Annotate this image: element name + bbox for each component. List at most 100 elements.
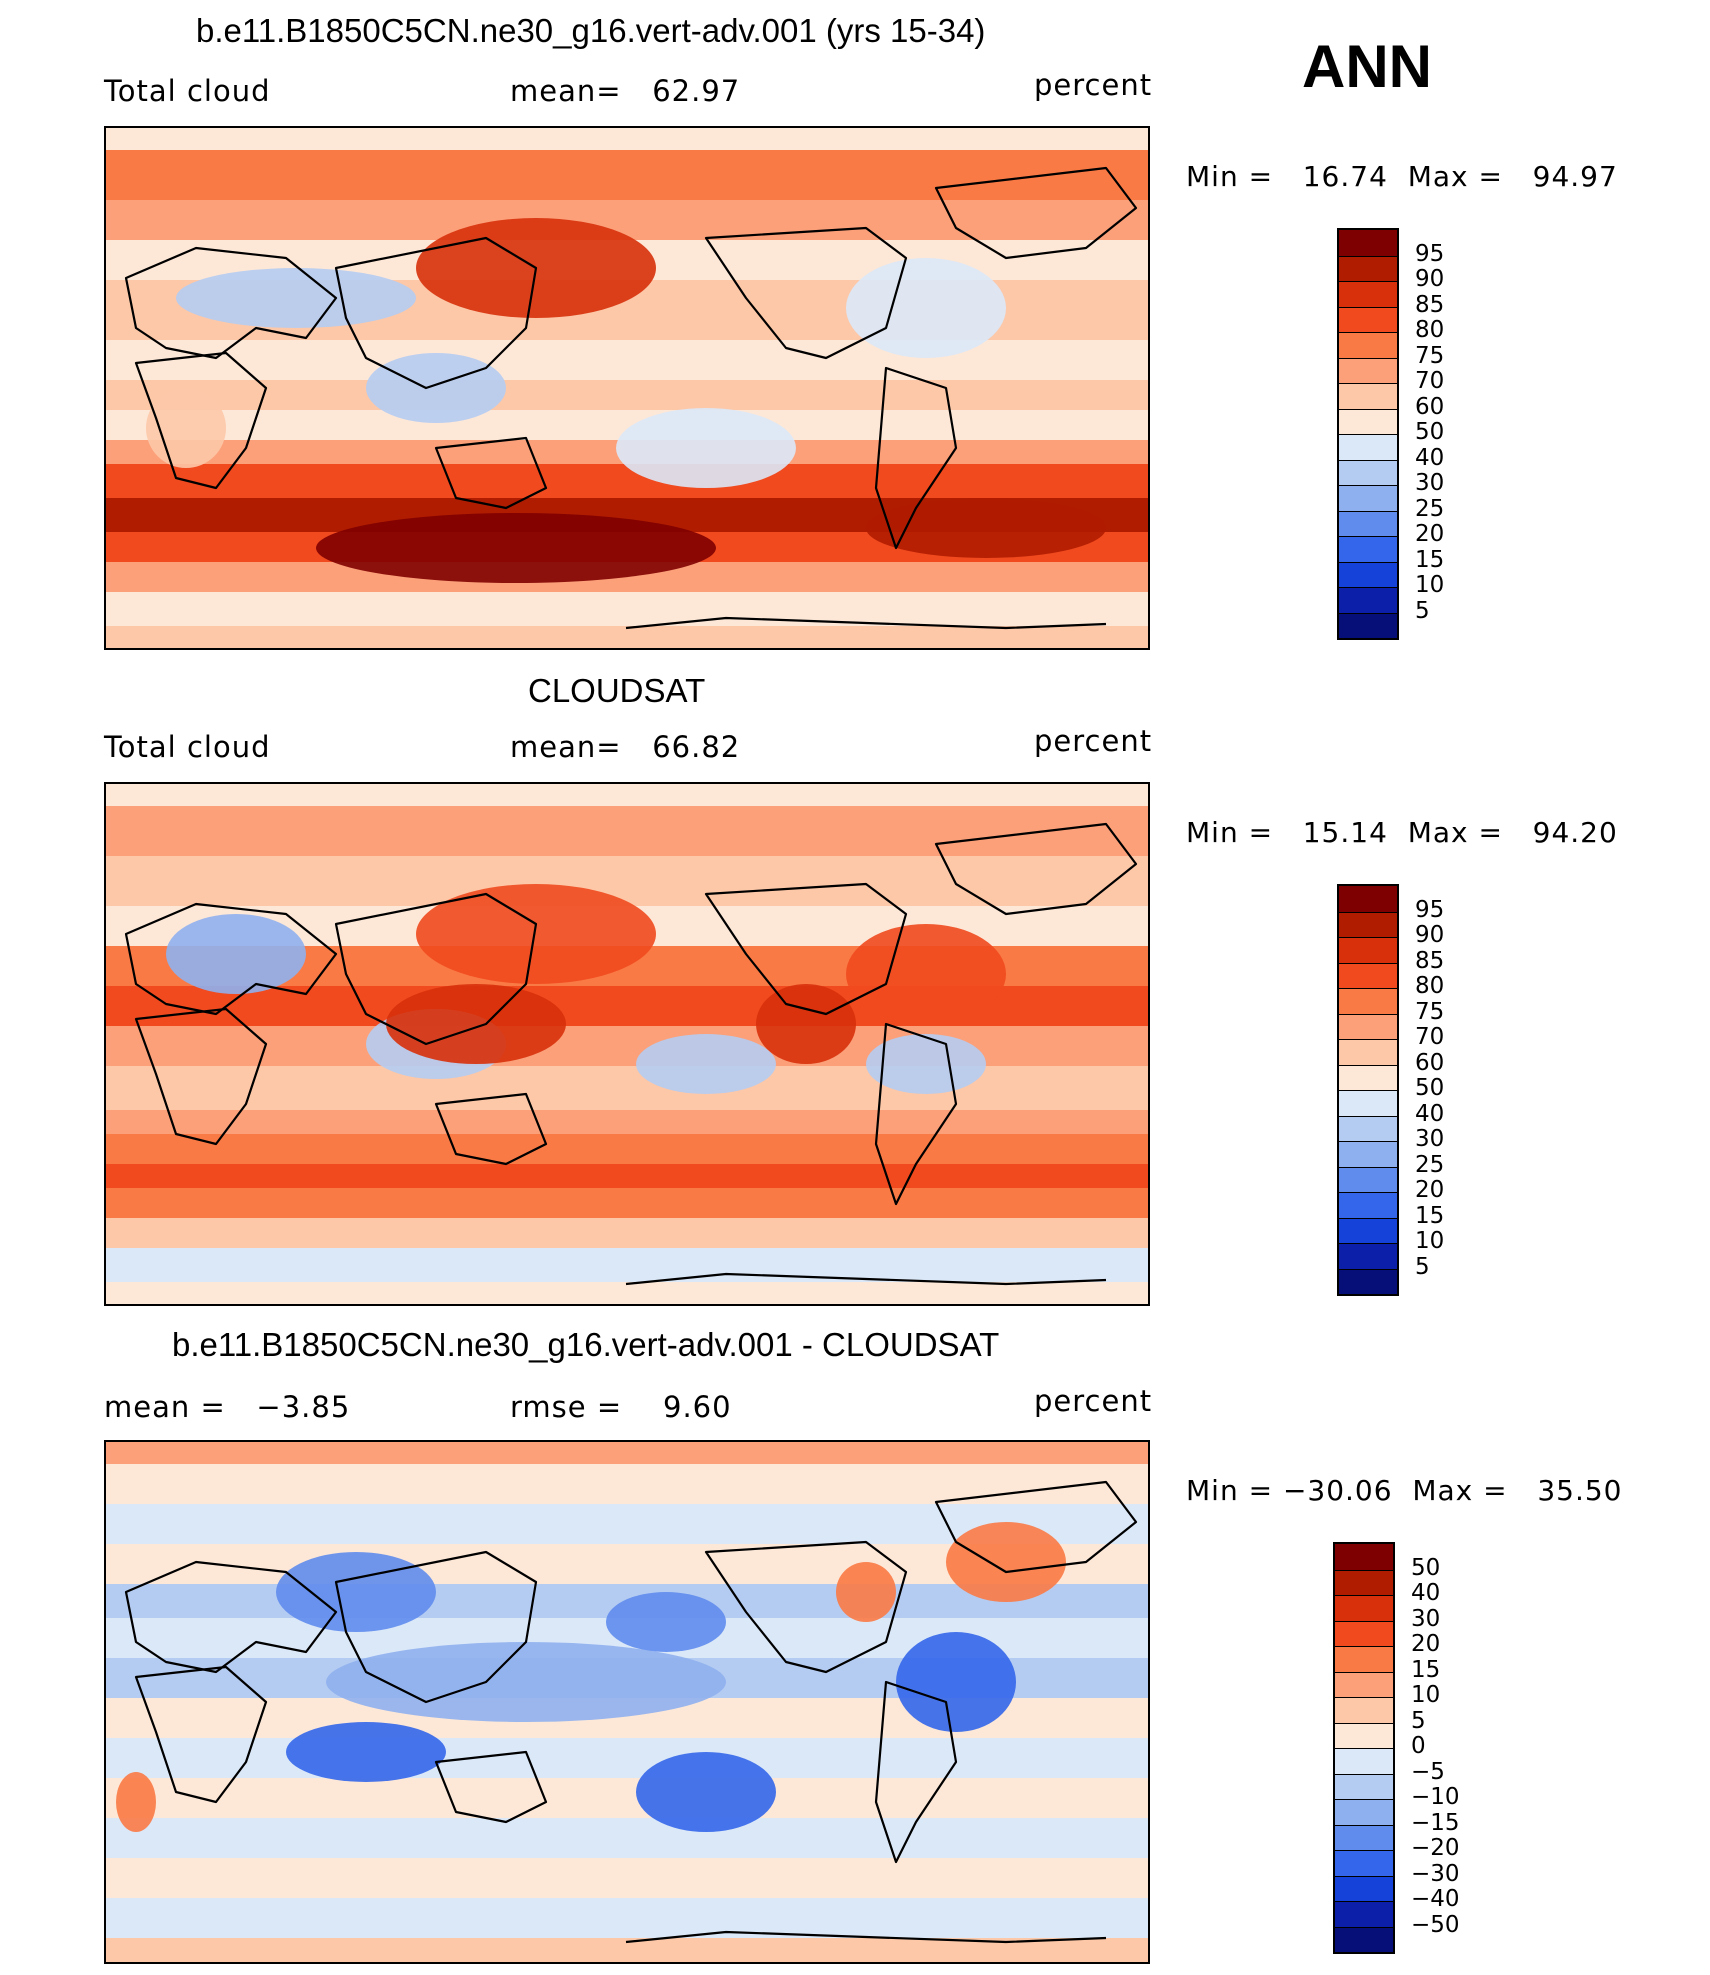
- colorbar-swatch: [1335, 1671, 1393, 1697]
- field-band: [106, 1066, 1148, 1110]
- field-anomaly: [606, 1592, 726, 1652]
- colorbar-tick-label: 0: [1411, 1733, 1426, 1759]
- field-band: [106, 856, 1148, 906]
- coastline: [874, 1680, 958, 1864]
- field-band: [106, 1218, 1148, 1248]
- field-anomaly: [756, 984, 856, 1064]
- field-anomaly: [386, 984, 566, 1064]
- field-anomaly: [846, 258, 1006, 358]
- panel2-title: CLOUDSAT: [528, 672, 706, 709]
- colorbar-tick-label: 25: [1415, 495, 1445, 522]
- coastline: [434, 1092, 548, 1166]
- coastline: [934, 1480, 1138, 1574]
- coastline: [625, 1272, 1107, 1286]
- field-band: [106, 626, 1148, 648]
- season-label: ANN: [1302, 33, 1432, 100]
- colorbar-tick-label: 80: [1415, 317, 1445, 343]
- colorbar-tick-label: 70: [1415, 368, 1445, 394]
- panel1-units: percent: [1034, 68, 1153, 102]
- colorbar-swatch: [1335, 1850, 1393, 1876]
- field-band: [106, 380, 1148, 410]
- coastline: [134, 351, 268, 490]
- colorbar-swatch: [1335, 1824, 1393, 1850]
- colorbar-tick-label: 5: [1415, 597, 1430, 624]
- field-band: [106, 1818, 1148, 1858]
- field-anomaly: [146, 388, 226, 468]
- colorbar-swatch: [1339, 357, 1397, 383]
- colorbar-tick-label: 5: [1415, 1253, 1430, 1280]
- colorbar-swatch: [1339, 1064, 1397, 1090]
- colorbar-swatch: [1335, 1926, 1393, 1952]
- field-band: [106, 592, 1148, 626]
- colorbar-tick-label: 15: [1415, 1202, 1445, 1229]
- field-anomaly: [946, 1522, 1066, 1602]
- panel2-colorbar: [1337, 884, 1399, 1296]
- panel1-colorbar: [1337, 228, 1399, 640]
- colorbar-swatch: [1339, 1115, 1397, 1141]
- field-anomaly: [836, 1562, 896, 1622]
- colorbar-tick-label: 40: [1411, 1580, 1441, 1606]
- field-anomaly: [896, 1632, 1016, 1732]
- colorbar-swatch: [1335, 1595, 1393, 1621]
- colorbar-tick-label: 30: [1411, 1605, 1441, 1632]
- field-band: [106, 1110, 1148, 1134]
- colorbar-swatch: [1339, 911, 1397, 937]
- coastline: [934, 166, 1138, 260]
- colorbar-tick-label: 20: [1411, 1631, 1441, 1657]
- field-band: [106, 1282, 1148, 1304]
- field-anomaly: [176, 268, 416, 328]
- colorbar-swatch: [1339, 383, 1397, 409]
- panel3-rmse: rmse = 9.60: [510, 1390, 732, 1424]
- field-band: [106, 806, 1148, 856]
- colorbar-swatch: [1339, 459, 1397, 485]
- panel1-map-field: [106, 128, 1148, 648]
- colorbar-swatch: [1339, 230, 1397, 256]
- colorbar-tick-label: 15: [1411, 1656, 1441, 1683]
- colorbar-tick-label: −10: [1411, 1784, 1460, 1810]
- colorbar-swatch: [1339, 510, 1397, 536]
- colorbar-swatch: [1339, 561, 1397, 587]
- colorbar-tick-label: 10: [1415, 1228, 1445, 1254]
- panel3-map-field: [106, 1442, 1148, 1962]
- coastline: [434, 1750, 548, 1824]
- coastline: [874, 1022, 958, 1206]
- field-band: [106, 1026, 1148, 1066]
- field-band: [106, 200, 1148, 240]
- field-anomaly: [286, 1722, 446, 1782]
- coastline: [334, 892, 538, 1046]
- colorbar-swatch: [1339, 1039, 1397, 1065]
- colorbar-tick-label: 90: [1415, 266, 1445, 292]
- colorbar-tick-label: −30: [1411, 1860, 1460, 1887]
- colorbar-swatch: [1339, 886, 1397, 912]
- panel1-map: [104, 126, 1150, 650]
- colorbar-tick-label: 80: [1415, 973, 1445, 999]
- colorbar-tick-label: 70: [1415, 1024, 1445, 1050]
- colorbar-swatch: [1339, 281, 1397, 307]
- colorbar-swatch: [1339, 1243, 1397, 1269]
- field-anomaly: [366, 353, 506, 423]
- colorbar-swatch: [1339, 485, 1397, 511]
- coastline: [625, 1930, 1107, 1944]
- panel2-mean: mean= 66.82: [510, 730, 741, 764]
- colorbar-swatch: [1339, 1166, 1397, 1192]
- coastline: [704, 226, 908, 360]
- panel2-map-field: [106, 784, 1148, 1304]
- field-anomaly: [276, 1552, 436, 1632]
- colorbar-swatch: [1335, 1722, 1393, 1748]
- coastline: [874, 366, 958, 550]
- colorbar-swatch: [1335, 1901, 1393, 1927]
- colorbar-swatch: [1339, 1192, 1397, 1218]
- panel2-minmax: Min = 15.14 Max = 94.20: [1186, 816, 1618, 849]
- colorbar-swatch: [1339, 612, 1397, 638]
- colorbar-tick-label: −15: [1411, 1809, 1460, 1836]
- colorbar-tick-label: 85: [1415, 291, 1445, 318]
- coastline: [134, 1665, 268, 1804]
- colorbar-tick-label: 10: [1411, 1682, 1441, 1708]
- colorbar-tick-label: 75: [1415, 998, 1445, 1025]
- colorbar-swatch: [1335, 1697, 1393, 1723]
- field-band: [106, 1134, 1148, 1164]
- colorbar-swatch: [1339, 587, 1397, 613]
- field-anomaly: [316, 513, 716, 583]
- colorbar-tick-label: −40: [1411, 1886, 1460, 1912]
- colorbar-tick-label: 15: [1415, 546, 1445, 573]
